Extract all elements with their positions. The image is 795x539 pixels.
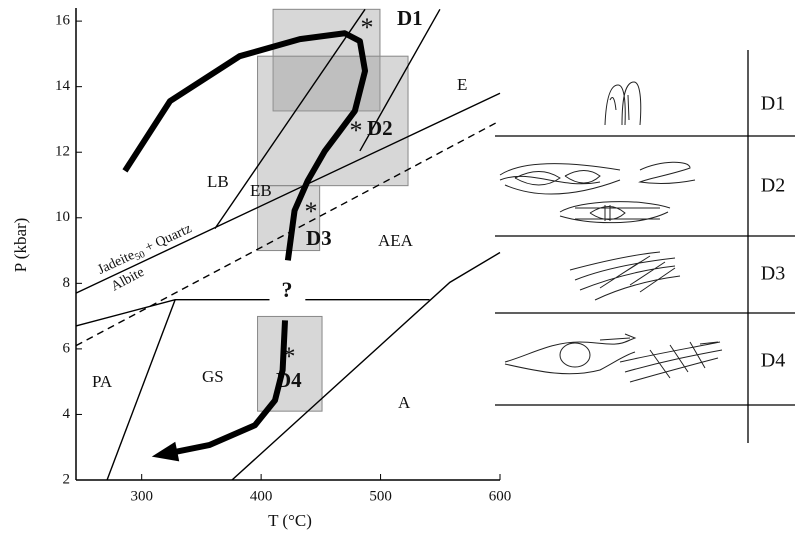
stage-marker: * [305, 197, 318, 226]
box-layer [258, 9, 408, 411]
question-mark: ? [282, 277, 293, 302]
field-label: GS [202, 367, 224, 386]
y-tick-label: 4 [63, 406, 71, 422]
reaction-text: + Quartz [140, 221, 194, 257]
figure: T (°C) P (kbar) LB EB E AEA GS PA A Albi… [0, 0, 795, 534]
y-tick-label: 2 [63, 471, 71, 487]
y-tick-label: 14 [55, 78, 71, 94]
y-axis-label: P (kbar) [11, 218, 30, 273]
structure-sketches [500, 82, 722, 382]
sigma-clast-sketch [560, 202, 670, 223]
x-tick-label: 500 [369, 488, 392, 504]
field-label: E [457, 75, 467, 94]
fold-sketch [605, 82, 641, 125]
page: T (°C) P (kbar) LB EB E AEA GS PA A Albi… [0, 0, 795, 539]
table-row-label: D2 [761, 175, 785, 197]
x-tick-label: 600 [489, 488, 512, 504]
field-label: A [398, 393, 411, 412]
field-label: PA [92, 372, 113, 391]
boudin-sketch [500, 162, 695, 194]
field-label: AEA [378, 231, 414, 250]
stage-label: D1 [397, 6, 423, 30]
stage-marker: * [361, 13, 374, 42]
sigma-structure-sketch [505, 334, 722, 382]
x-tick-label: 300 [130, 488, 153, 504]
y-tick-label: 12 [55, 144, 70, 160]
facies-boundary [76, 300, 269, 326]
table-row-label: D1 [761, 93, 785, 115]
x-tick-label: 400 [250, 488, 273, 504]
table-row-label: D4 [761, 350, 785, 372]
table-row-label: D3 [761, 263, 785, 285]
y-tick-label: 6 [63, 340, 71, 356]
path-arrowhead [152, 442, 179, 462]
field-label: EB [250, 181, 272, 200]
y-tick-label: 16 [55, 13, 71, 29]
structure-table [495, 50, 795, 443]
stage-label: D2 [367, 116, 393, 140]
reaction-label: Jadeite50 + Quartz [96, 221, 196, 280]
y-tick-label: 8 [63, 275, 71, 291]
stage-label: D3 [306, 226, 332, 250]
field-label: LB [207, 172, 229, 191]
y-tick-label: 10 [55, 209, 70, 225]
x-axis-label: T (°C) [268, 511, 312, 530]
shear-sketch [570, 252, 680, 300]
